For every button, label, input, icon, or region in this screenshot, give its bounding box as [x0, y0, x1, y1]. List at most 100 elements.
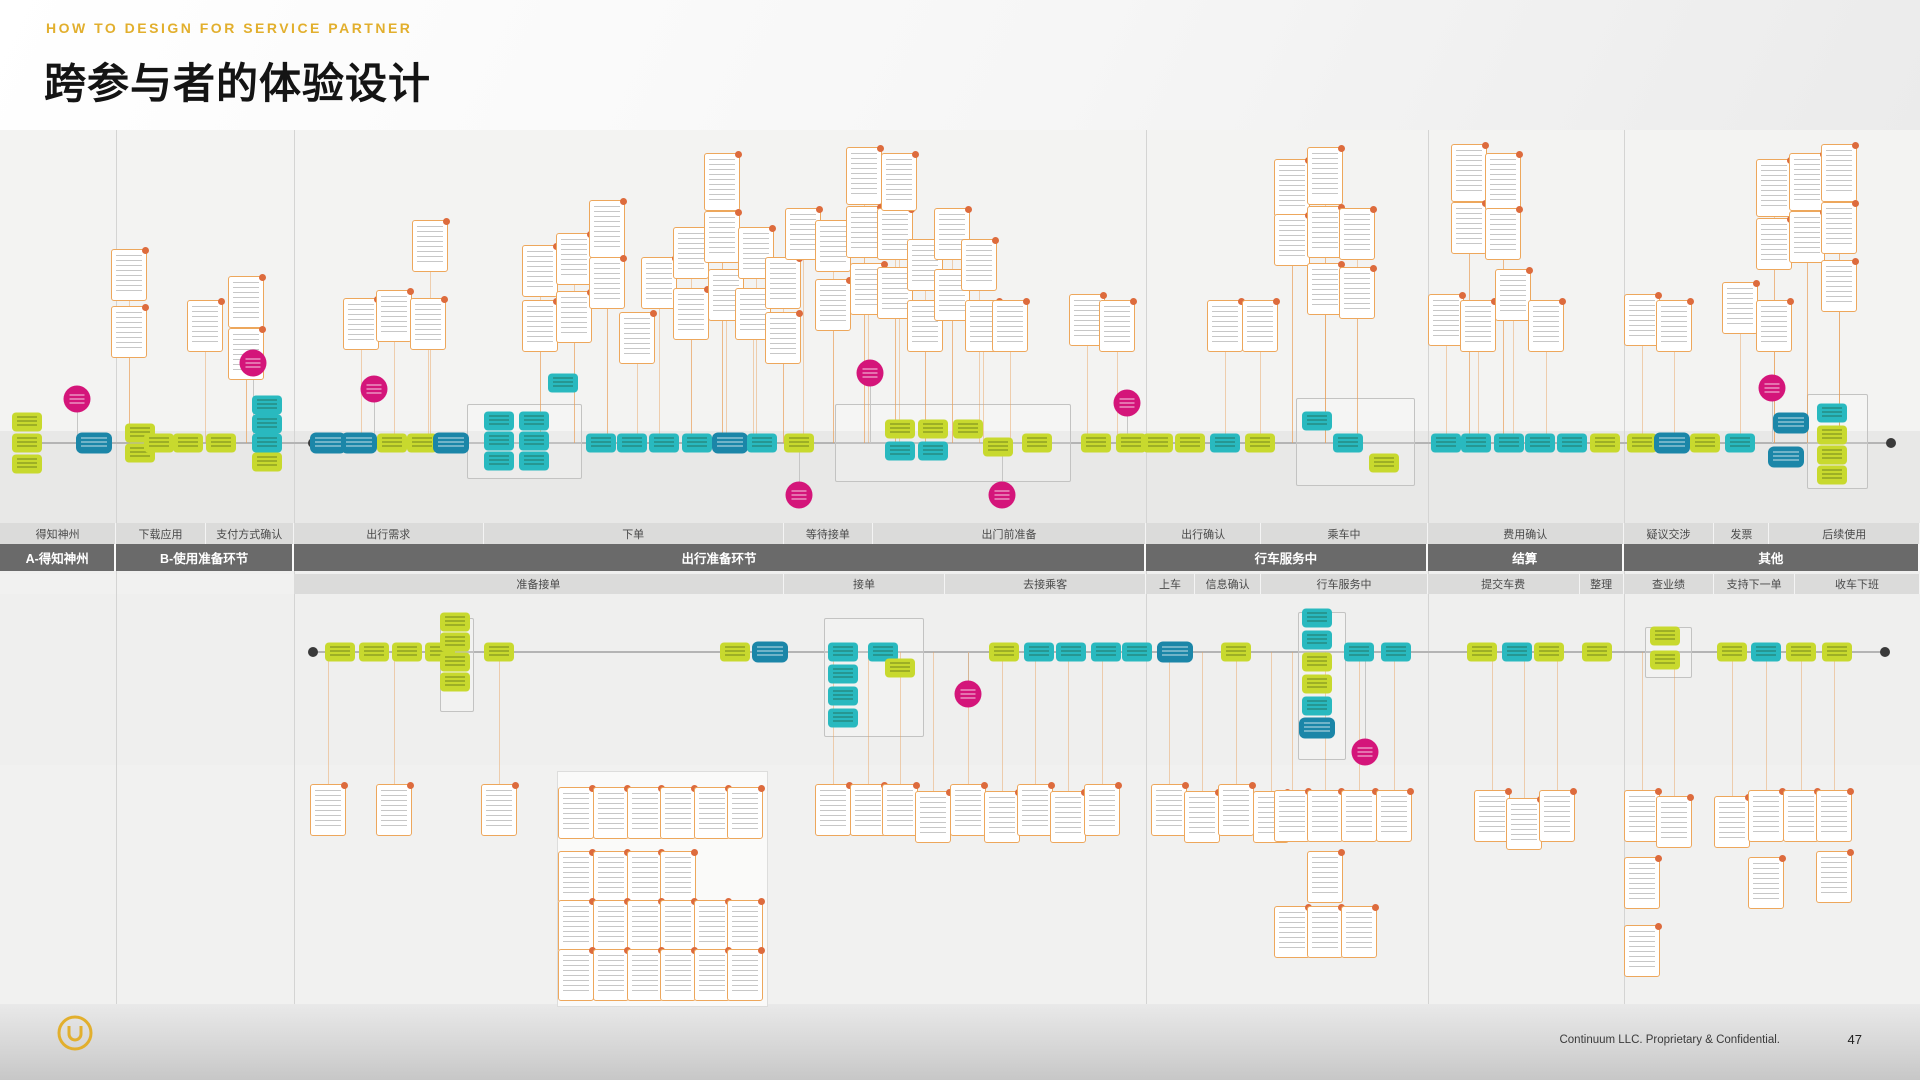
card-connector — [539, 297, 541, 443]
flow-node-green — [1716, 642, 1747, 662]
card-connector — [752, 340, 754, 443]
card-connector — [1806, 211, 1808, 443]
phase-cell-出行准备环节: 出行准备环节 — [293, 544, 1147, 571]
note-card — [1748, 788, 1787, 842]
note-card — [1206, 298, 1245, 352]
card-connector — [725, 321, 727, 443]
card-connector — [1259, 352, 1261, 443]
card-connector — [983, 352, 985, 443]
speech-bubble-node — [1299, 717, 1336, 739]
flow-node-green — [11, 412, 42, 432]
top-flow-line — [19, 442, 1894, 444]
note-card — [1341, 904, 1380, 958]
flow-node-teal — [1344, 642, 1375, 662]
note-card — [558, 898, 596, 952]
card-connector — [1102, 652, 1104, 784]
speech-bubble-node — [1773, 412, 1810, 434]
card-connector — [128, 358, 130, 443]
card-connector — [1169, 652, 1171, 784]
note-card — [558, 785, 596, 839]
note-card — [765, 310, 804, 364]
flow-node-green — [407, 433, 438, 453]
passenger-stage-row: 得知神州 下载应用 支付方式确认 出行需求 下单 等待接单 出门前准备 出行确认 乘车中 费用确认… — [0, 523, 1920, 544]
note-card — [310, 782, 349, 836]
card-connector — [721, 263, 723, 443]
card-connector — [1009, 352, 1011, 443]
note-card — [1306, 849, 1345, 903]
flow-node-teal — [484, 411, 515, 431]
flow-node-green — [359, 642, 390, 662]
pain-point-stem — [1127, 403, 1129, 443]
note-card — [915, 789, 954, 843]
pain-point-stem — [76, 399, 78, 443]
stage-cell-准备接单: 准备接单 — [293, 574, 784, 594]
card-connector — [756, 279, 758, 443]
phase-cell-A-得知神州: A-得知神州 — [0, 544, 117, 571]
note-card — [765, 255, 804, 309]
driver-stage-row: 准备接单 接单 去接乘客 上车 信息确认 行车服务中 提交车费 整理 查业绩 支持下一单 收车下班 — [0, 574, 1920, 594]
pain-point-stem — [1002, 443, 1004, 495]
flow-node-teal — [1302, 630, 1333, 650]
flow-node-teal — [616, 433, 647, 453]
card-connector — [1839, 312, 1841, 443]
card-connector — [393, 342, 395, 443]
note-card — [342, 296, 381, 350]
flow-node-teal — [1751, 642, 1782, 662]
note-card — [880, 151, 919, 211]
stage-cell-支持下一单: 支持下一单 — [1714, 574, 1795, 594]
mid-gap-band — [0, 571, 1920, 574]
note-card — [1756, 157, 1795, 217]
note-card — [375, 782, 414, 836]
card-connector — [1292, 652, 1294, 790]
flow-node-teal — [918, 441, 949, 461]
flow-node-green — [440, 652, 471, 672]
flow-node-teal — [1302, 608, 1333, 628]
note-card — [410, 296, 449, 350]
stage-cell-下载应用: 下载应用 — [116, 523, 206, 544]
card-connector — [574, 343, 576, 443]
page-number: 47 — [1847, 1032, 1862, 1047]
flow-node-green — [144, 433, 175, 453]
flow-node-teal — [518, 431, 549, 451]
note-card — [1306, 788, 1345, 842]
flow-node-teal — [484, 451, 515, 471]
flow-node-green — [440, 632, 471, 652]
flow-node-green — [251, 452, 282, 472]
flow-node-green — [484, 642, 515, 662]
stage-cell-后续使用: 后续使用 — [1769, 523, 1920, 544]
note-card — [556, 231, 595, 285]
note-card — [1656, 298, 1695, 352]
card-connector — [802, 260, 804, 443]
note-card — [876, 265, 915, 319]
slide-footer: Continuum LLC. Proprietary & Confidentia… — [0, 1004, 1920, 1080]
flow-node-green — [885, 419, 916, 439]
card-connector — [360, 350, 362, 443]
flow-node-green — [918, 419, 949, 439]
phase-cell-B-使用准备环节: B-使用准备环节 — [116, 544, 294, 571]
flow-node-teal — [1461, 433, 1492, 453]
card-connector — [606, 309, 608, 443]
flow-node-green — [1081, 433, 1112, 453]
note-card — [1539, 788, 1578, 842]
stage-cell-查业绩: 查业绩 — [1623, 574, 1715, 594]
card-connector — [1833, 652, 1835, 790]
note-card — [726, 947, 765, 1001]
card-connector — [967, 652, 969, 784]
phase-cell-结算: 结算 — [1427, 544, 1624, 571]
card-connector — [1292, 266, 1294, 443]
flow-node-green — [440, 672, 471, 692]
card-connector — [1512, 321, 1514, 443]
pain-point-circle — [988, 481, 1016, 509]
journey-endpoint-dot — [1886, 438, 1897, 448]
note-card — [1506, 796, 1545, 850]
flow-node-teal — [484, 431, 515, 451]
pain-point-circle — [239, 349, 267, 377]
flow-node-teal — [649, 433, 680, 453]
stage-cell-去接乘客: 去接乘客 — [945, 574, 1147, 594]
stage-cell-疑议交涉: 疑议交涉 — [1623, 523, 1715, 544]
flow-node-green — [1115, 433, 1146, 453]
flow-node-teal — [681, 433, 712, 453]
card-connector — [1491, 652, 1493, 790]
note-card — [521, 298, 560, 352]
flow-node-green — [1590, 433, 1621, 453]
